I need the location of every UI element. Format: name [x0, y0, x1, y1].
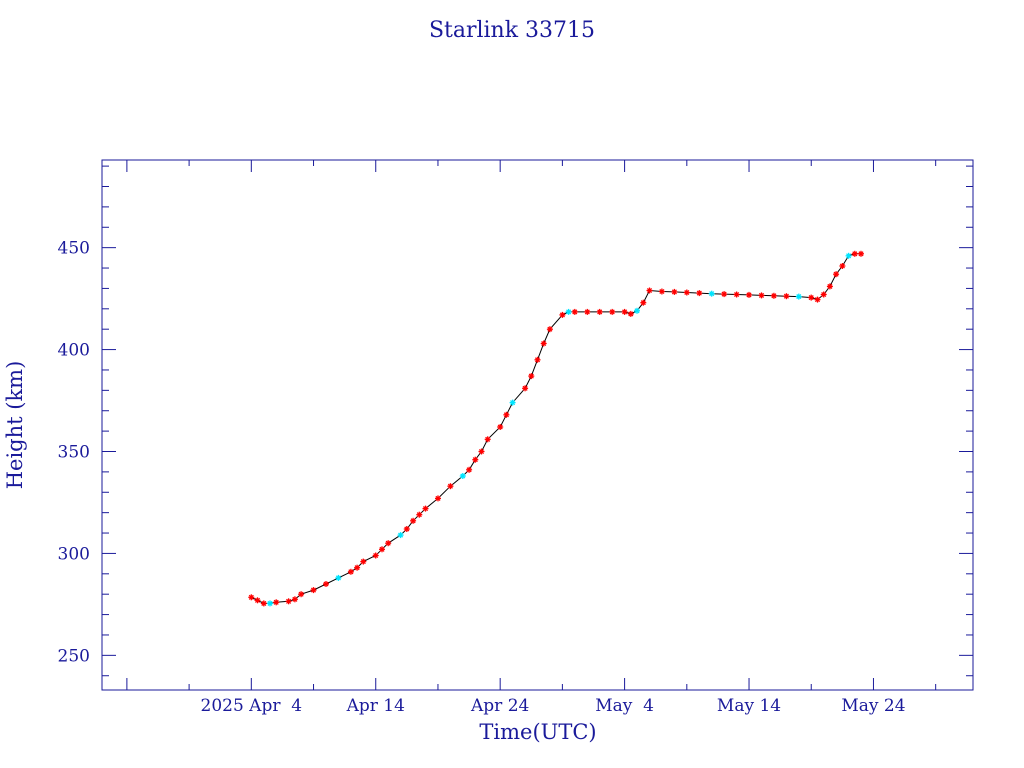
x-tick-label: Apr 24: [470, 696, 529, 716]
data-point: [851, 250, 858, 257]
data-point: [410, 517, 417, 524]
data-point: [422, 505, 429, 512]
data-point: [683, 289, 690, 296]
data-point: [546, 326, 553, 333]
data-point: [248, 594, 255, 601]
data-point: [323, 581, 329, 587]
data-point: [596, 308, 603, 315]
y-tick-label: 250: [58, 646, 90, 666]
data-point: [260, 600, 267, 607]
data-point: [671, 288, 678, 295]
series-line: [251, 253, 861, 604]
data-point: [354, 564, 361, 571]
series-polyline: [251, 253, 861, 604]
data-point: [658, 288, 665, 295]
data-point: [497, 424, 504, 430]
x-tick-label: Apr 14: [346, 696, 405, 716]
y-axis-label: Height (km): [3, 361, 27, 490]
data-point: [795, 293, 802, 300]
x-tick-label: 2025 Apr 4: [201, 696, 303, 716]
x-tick-label: May 24: [841, 696, 905, 716]
data-point: [733, 291, 740, 298]
data-point: [372, 552, 379, 559]
data-point: [385, 540, 392, 547]
plot-frame: [101, 159, 974, 691]
data-point: [627, 310, 634, 317]
data-point: [360, 558, 367, 565]
data-point: [708, 290, 715, 297]
data-point: [534, 356, 541, 363]
data-point: [298, 591, 305, 598]
data-point: [397, 532, 404, 539]
x-tick-label: May 4: [595, 696, 654, 716]
x-axis-label: Time(UTC): [479, 720, 596, 744]
x-axis-ticks: [126, 160, 937, 690]
data-point: [459, 473, 466, 479]
data-point: [285, 598, 292, 605]
data-point: [808, 294, 815, 301]
data-point: [528, 373, 535, 380]
data-point: [291, 596, 298, 603]
data-point: [466, 466, 473, 473]
data-point: [770, 292, 777, 299]
data-point: [621, 308, 628, 315]
data-point: [845, 252, 852, 259]
data-point: [484, 436, 491, 443]
data-point: [447, 483, 454, 490]
data-point: [435, 495, 441, 502]
data-point: [640, 299, 647, 306]
x-tick-label: May 14: [717, 696, 781, 716]
data-point: [310, 587, 317, 594]
y-tick-label: 300: [58, 544, 90, 564]
y-tick-label: 450: [58, 239, 90, 259]
data-point: [267, 600, 273, 607]
data-point: [522, 385, 529, 392]
data-point: [273, 599, 280, 606]
data-point: [472, 456, 479, 463]
data-point: [584, 308, 591, 315]
data-point: [839, 263, 846, 269]
data-point: [783, 293, 790, 300]
data-point: [758, 292, 765, 299]
data-point: [820, 291, 827, 298]
data-point: [833, 271, 840, 278]
data-point: [746, 291, 752, 298]
data-point: [509, 399, 516, 406]
data-point: [646, 287, 653, 294]
data-point: [254, 597, 261, 604]
data-point: [634, 307, 640, 314]
data-point: [721, 291, 728, 298]
y-axis-ticks: [102, 165, 973, 677]
data-point: [696, 290, 703, 297]
data-point: [609, 308, 616, 315]
x-axis-tick-labels: 2025 Apr 4 Apr 14 Apr 24 May 4 May 14 May 24: [201, 696, 906, 716]
y-axis-tick-labels: 250 300 350 400 450: [58, 239, 90, 667]
data-point: [335, 574, 342, 581]
data-point: [565, 308, 572, 315]
data-point: [826, 283, 833, 290]
data-point: [403, 526, 410, 532]
series-markers: [248, 250, 864, 607]
data-point: [347, 568, 354, 575]
data-point: [379, 546, 385, 553]
data-point: [814, 296, 821, 303]
data-point: [416, 511, 423, 518]
data-point: [478, 448, 485, 455]
data-point: [571, 308, 578, 315]
y-tick-label: 350: [58, 443, 90, 463]
data-point: [503, 411, 510, 418]
data-point: [858, 250, 864, 257]
y-tick-label: 400: [58, 341, 90, 361]
data-point: [540, 340, 547, 347]
data-point: [559, 311, 566, 318]
chart-title: Starlink 33715: [429, 18, 595, 43]
